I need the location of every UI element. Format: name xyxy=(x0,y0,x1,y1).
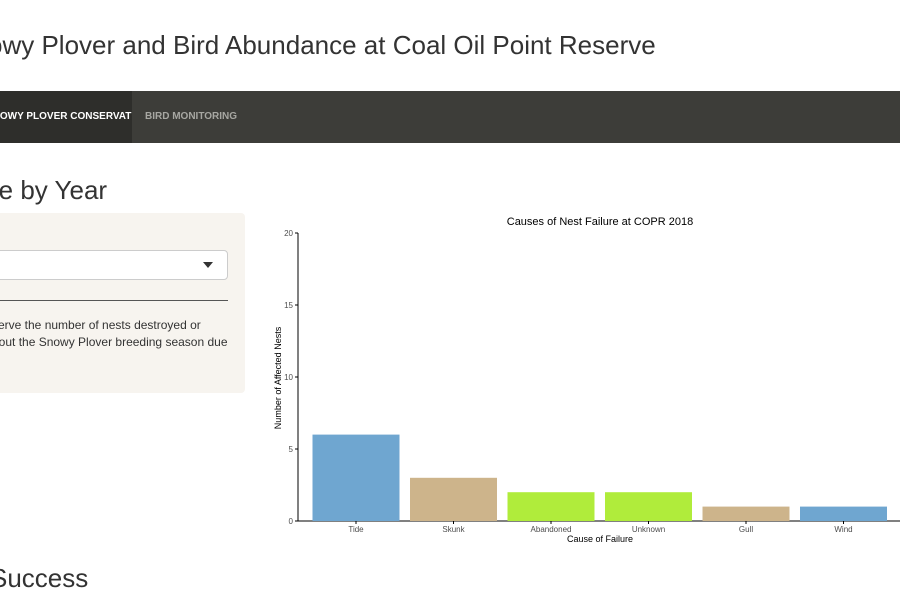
sidebar-description-line-1: serve the number of nests destroyed or xyxy=(0,318,201,332)
x-tick-label-gull: Gull xyxy=(739,525,753,534)
divider xyxy=(0,300,228,301)
section-title-failure: re by Year xyxy=(0,175,108,205)
bar-skunk xyxy=(410,477,497,521)
tab-bird-monitoring[interactable]: BIRD MONITORING xyxy=(145,111,238,122)
y-axis-label: Number of Affected Nests xyxy=(273,326,283,429)
y-tick-label: 20 xyxy=(284,229,293,238)
section-title-success: Success xyxy=(0,563,89,593)
y-tick-label: 5 xyxy=(289,445,294,454)
sidebar-description-line-2: hout the Snowy Plover breeding season du… xyxy=(0,335,228,349)
tab-snowy-plover-conservation[interactable]: SNOWY PLOVER CONSERVATION xyxy=(0,91,132,143)
bar-gull xyxy=(702,506,790,521)
sidebar-panel: serve the number of nests destroyed or h… xyxy=(0,213,245,393)
bar-tide xyxy=(312,434,400,521)
bar-unknown xyxy=(605,492,692,521)
y-tick-label: 10 xyxy=(284,373,293,382)
bar-abandoned xyxy=(507,492,595,521)
chart-canvas: Causes of Nest Failure at COPR 2018 Numb… xyxy=(273,216,900,544)
x-tick-label-unknown: Unknown xyxy=(632,525,665,534)
x-tick-label-wind: Wind xyxy=(834,525,852,534)
navbar: SNOWY PLOVER CONSERVATION BIRD MONITORIN… xyxy=(0,91,900,143)
y-tick-label: 15 xyxy=(284,301,293,310)
year-select[interactable] xyxy=(0,250,228,280)
x-tick-label-tide: Tide xyxy=(348,525,364,534)
chart-title: Causes of Nest Failure at COPR 2018 xyxy=(507,216,693,228)
nest-failure-chart: Causes of Nest Failure at COPR 2018 Numb… xyxy=(262,208,900,552)
page-title: owy Plover and Bird Abundance at Coal Oi… xyxy=(0,30,656,60)
x-axis-label: Cause of Failure xyxy=(567,534,633,544)
x-tick-label-abandoned: Abandoned xyxy=(531,525,572,534)
bar-wind xyxy=(800,506,887,521)
y-tick-label: 0 xyxy=(289,517,294,526)
caret-down-icon xyxy=(203,262,213,268)
sidebar-description: serve the number of nests destroyed or h… xyxy=(0,317,232,351)
x-tick-label-skunk: Skunk xyxy=(442,525,465,534)
